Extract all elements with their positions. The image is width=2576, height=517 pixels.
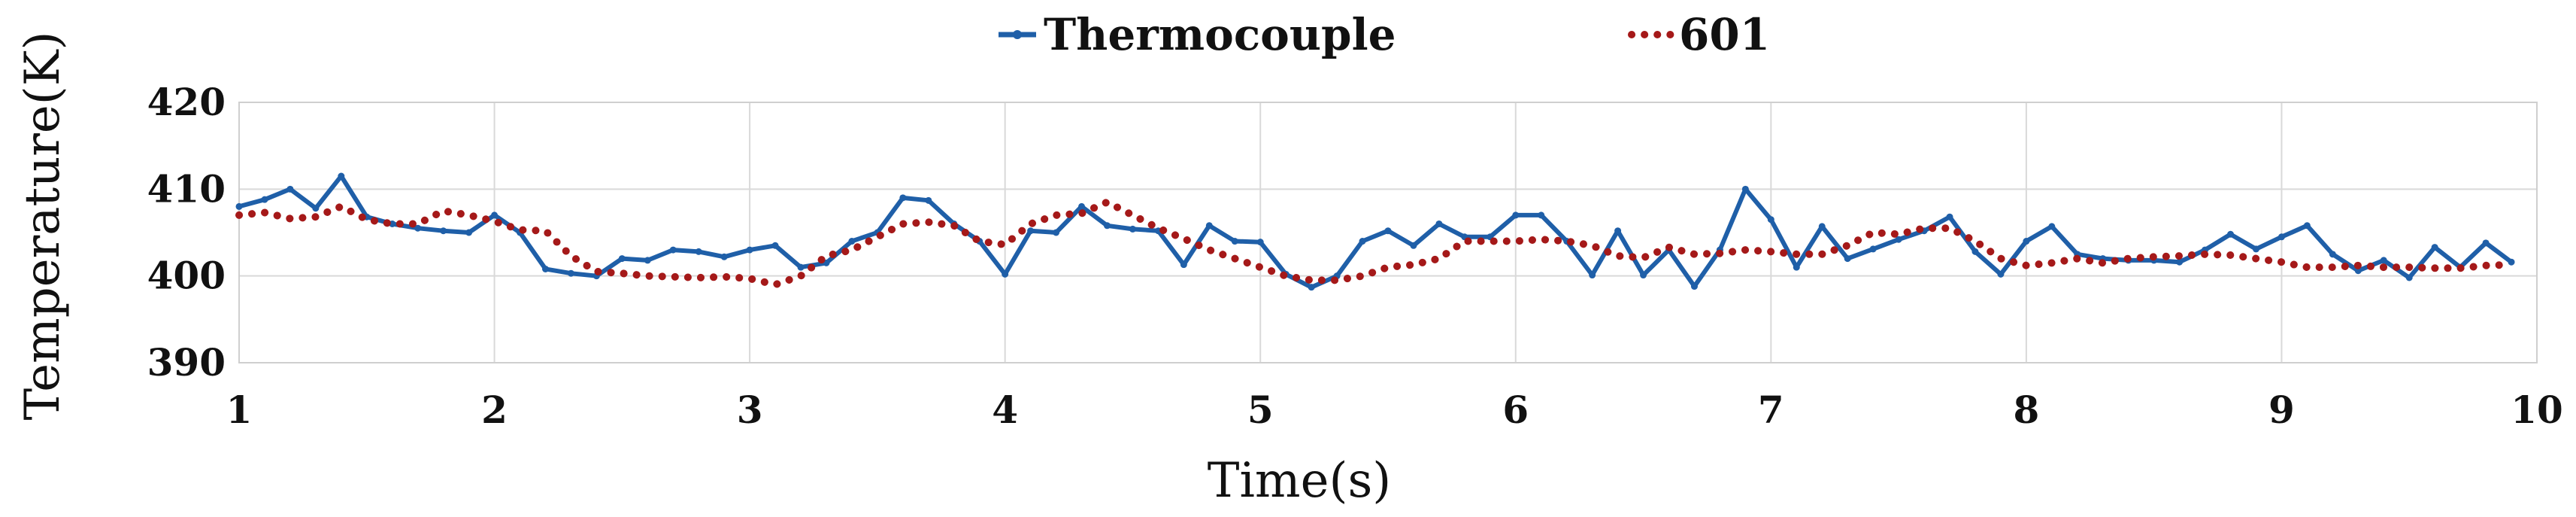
data-point-thermocouple [2303, 222, 2311, 230]
data-point-thermocouple [2277, 233, 2285, 241]
series-line-601 [235, 198, 2515, 289]
data-point-thermocouple [1614, 227, 1622, 235]
legend-label-601: 601 [1679, 9, 1770, 60]
y-tick-label: 410 [147, 166, 226, 211]
series-layer [235, 172, 2515, 291]
axes [238, 102, 2538, 363]
data-point-thermocouple [2227, 230, 2235, 238]
data-point-thermocouple [1231, 238, 1238, 245]
data-point-thermocouple [1640, 272, 1647, 279]
data-point-thermocouple [567, 269, 574, 277]
legend-label-thermocouple: Thermocouple [1044, 9, 1396, 60]
data-point-thermocouple [1793, 263, 1800, 271]
tick-labels: 390 400 410 420 1 2 3 4 5 6 7 8 9 10 [147, 80, 2563, 432]
data-point-thermocouple [1205, 222, 1213, 230]
data-point-thermocouple [261, 196, 268, 203]
x-tick-label: 1 [226, 388, 253, 432]
data-point-thermocouple [1180, 261, 1187, 269]
data-point-thermocouple [720, 253, 728, 260]
data-point-thermocouple [2508, 258, 2515, 266]
data-point-thermocouple [899, 194, 907, 202]
data-point-thermocouple [1129, 225, 1136, 233]
data-point-thermocouple [541, 265, 549, 272]
data-point-thermocouple [1818, 223, 1826, 230]
data-point-thermocouple [1844, 255, 1851, 263]
data-point-thermocouple [695, 248, 702, 255]
data-point-thermocouple [465, 229, 473, 236]
data-point-thermocouple [1103, 222, 1111, 230]
data-point-thermocouple [1256, 239, 1264, 246]
x-tick-label: 10 [2511, 388, 2563, 432]
data-point-thermocouple [644, 257, 651, 264]
data-point-thermocouple [1971, 248, 1979, 255]
data-point-thermocouple [797, 263, 805, 271]
data-point-thermocouple [491, 211, 499, 219]
y-axis-title: Temperature(K) [15, 31, 71, 420]
x-tick-label: 6 [1502, 388, 1529, 432]
data-point-thermocouple [1384, 227, 1392, 235]
data-point-thermocouple [925, 196, 932, 204]
data-point-thermocouple [2176, 258, 2184, 266]
data-point-thermocouple [1435, 220, 1443, 227]
data-point-thermocouple [2023, 238, 2030, 245]
y-tick-label: 390 [147, 340, 226, 385]
data-point-thermocouple [312, 205, 320, 212]
data-point-thermocouple [2252, 245, 2259, 253]
data-point-thermocouple [1767, 216, 1774, 224]
data-point-thermocouple [746, 246, 753, 254]
y-tick-label: 420 [147, 80, 226, 124]
data-point-thermocouple [1053, 229, 1060, 236]
x-tick-label: 9 [2268, 388, 2295, 432]
data-point-thermocouple [2405, 274, 2413, 281]
data-point-thermocouple [618, 255, 626, 263]
data-point-thermocouple [1308, 284, 1315, 291]
data-point-thermocouple [1946, 213, 1953, 220]
data-point-thermocouple [1512, 211, 1520, 219]
data-point-thermocouple [338, 172, 345, 180]
series-line-thermocouple [238, 174, 2513, 290]
data-point-thermocouple [2048, 223, 2056, 230]
data-point-thermocouple [414, 224, 422, 232]
y-tick-label: 400 [147, 254, 226, 298]
plot-frame [238, 102, 2538, 363]
data-point-thermocouple [1997, 270, 2005, 278]
data-point-thermocouple [771, 242, 779, 249]
data-point-thermocouple [1741, 185, 1749, 193]
x-tick-label: 5 [1247, 388, 1274, 432]
data-point-thermocouple [2431, 244, 2438, 251]
x-tick-label: 4 [992, 388, 1018, 432]
data-point-thermocouple [1027, 227, 1035, 235]
legend: Thermocouple 601 [999, 9, 1770, 60]
data-point-thermocouple [2482, 239, 2490, 247]
data-point-thermocouple [1078, 202, 1086, 210]
legend-marker-thermocouple [1013, 30, 1022, 39]
data-point-thermocouple [1002, 270, 1009, 278]
data-point-thermocouple [1869, 245, 1877, 253]
data-point-thermocouple [1359, 238, 1366, 245]
data-point-thermocouple [1538, 211, 1545, 219]
data-point-thermocouple [1690, 283, 1698, 290]
data-point-thermocouple [1410, 242, 1417, 249]
data-point-thermocouple [235, 202, 243, 210]
x-tick-label: 7 [1758, 388, 1784, 432]
x-axis-title: Time(s) [1208, 453, 1392, 509]
data-point-thermocouple [1589, 272, 1596, 279]
data-point-thermocouple [848, 238, 856, 245]
data-point-thermocouple [286, 185, 294, 193]
data-point-thermocouple [2329, 251, 2336, 258]
x-tick-label: 3 [737, 388, 763, 432]
x-tick-label: 2 [481, 388, 508, 432]
data-point-thermocouple [2380, 257, 2387, 264]
data-point-thermocouple [669, 246, 677, 254]
data-point-thermocouple [440, 227, 447, 235]
data-point-thermocouple [1895, 236, 1902, 243]
x-tick-label: 8 [2013, 388, 2039, 432]
